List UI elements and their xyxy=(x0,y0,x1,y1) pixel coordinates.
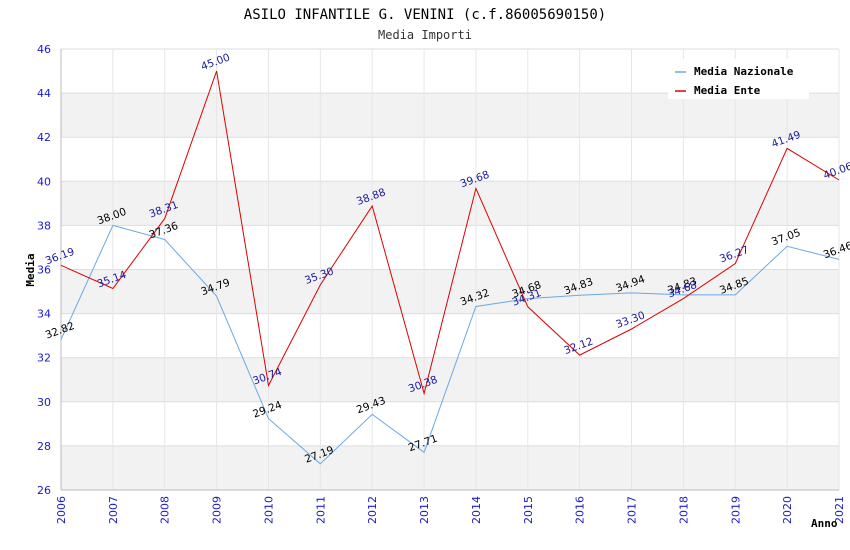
gridlines xyxy=(60,48,840,491)
x-tick-label: 2007 xyxy=(107,496,120,524)
y-tick-label: 40 xyxy=(37,175,51,188)
data-label-media-ente: 36.27 xyxy=(718,244,750,266)
data-label-media-nazionale: 36.46 xyxy=(822,240,850,262)
data-label-media-ente: 45.00 xyxy=(199,51,231,73)
legend-label-media-ente: Media Ente xyxy=(694,84,761,97)
band xyxy=(61,445,839,490)
axes xyxy=(60,49,839,491)
chart-subtitle: Media Importi xyxy=(378,28,472,42)
y-axis-label: Media xyxy=(24,253,37,286)
y-tick-label: 42 xyxy=(37,131,51,144)
y-tick-label: 38 xyxy=(37,219,51,232)
series-line-media-ente xyxy=(60,70,840,396)
legend-label-media-nazionale: Media Nazionale xyxy=(694,65,794,78)
band xyxy=(61,181,839,226)
data-label-media-nazionale: 37.05 xyxy=(770,227,802,249)
series-lines xyxy=(60,70,840,465)
x-tick-label: 2018 xyxy=(677,496,690,524)
y-tick-label: 32 xyxy=(37,352,51,365)
y-tick-label: 46 xyxy=(37,43,51,56)
x-tick-label: 2013 xyxy=(418,496,431,524)
x-tick-label: 2014 xyxy=(470,496,483,524)
x-tick-label: 2011 xyxy=(314,496,327,524)
y-tick-label: 30 xyxy=(37,396,51,409)
x-tick-label: 2021 xyxy=(833,496,846,524)
x-axis-label: Anno xyxy=(811,517,838,530)
chart-title: ASILO INFANTILE G. VENINI (c.f.860056901… xyxy=(244,7,606,23)
x-tick-label: 2008 xyxy=(159,496,172,524)
x-tick-label: 2020 xyxy=(781,496,794,524)
y-tick-label: 34 xyxy=(37,308,51,321)
y-tick-label: 26 xyxy=(37,484,51,497)
x-tick-label: 2012 xyxy=(366,496,379,524)
x-tick-label: 2019 xyxy=(729,496,742,524)
x-tick-label: 2009 xyxy=(211,496,224,524)
x-tick-label: 2010 xyxy=(262,496,275,524)
tick-labels: 26 28 30 32 34 36 38 40 42 44 46 2006 2007 2008 2009 20… xyxy=(37,43,846,524)
band xyxy=(61,93,839,138)
x-tick-label: 2006 xyxy=(55,496,68,524)
x-tick-label: 2016 xyxy=(574,496,587,524)
y-tick-label: 28 xyxy=(37,440,51,453)
data-label-media-nazionale: 32.82 xyxy=(44,320,76,342)
legend: Media Nazionale Media Ente xyxy=(668,59,809,99)
x-tick-label: 2015 xyxy=(522,496,535,524)
y-tick-label: 36 xyxy=(37,264,51,277)
y-tick-label: 44 xyxy=(37,87,51,100)
legend-box xyxy=(668,59,809,99)
x-tick-label: 2017 xyxy=(626,496,639,524)
series-line-media-nazionale xyxy=(60,224,840,465)
